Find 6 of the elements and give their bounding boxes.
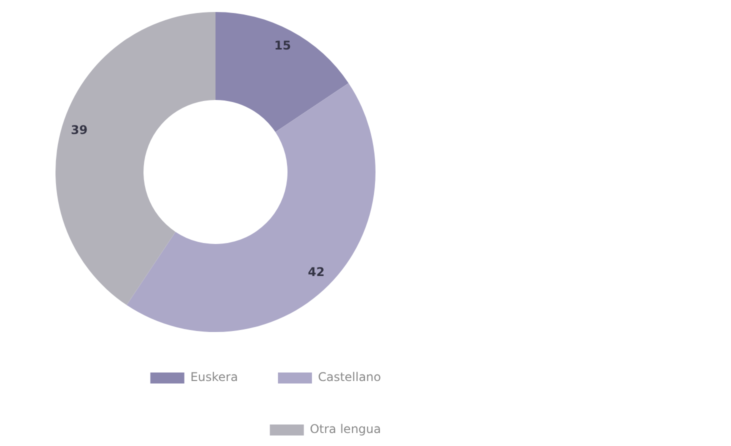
data-label: 39 [70, 122, 88, 137]
legend-label: Castellano [318, 370, 382, 384]
legend-label: Euskera [190, 370, 238, 384]
data-label: 42 [308, 264, 325, 279]
legend-label: Otra lengua [310, 422, 382, 436]
data-label: 15 [274, 38, 291, 53]
